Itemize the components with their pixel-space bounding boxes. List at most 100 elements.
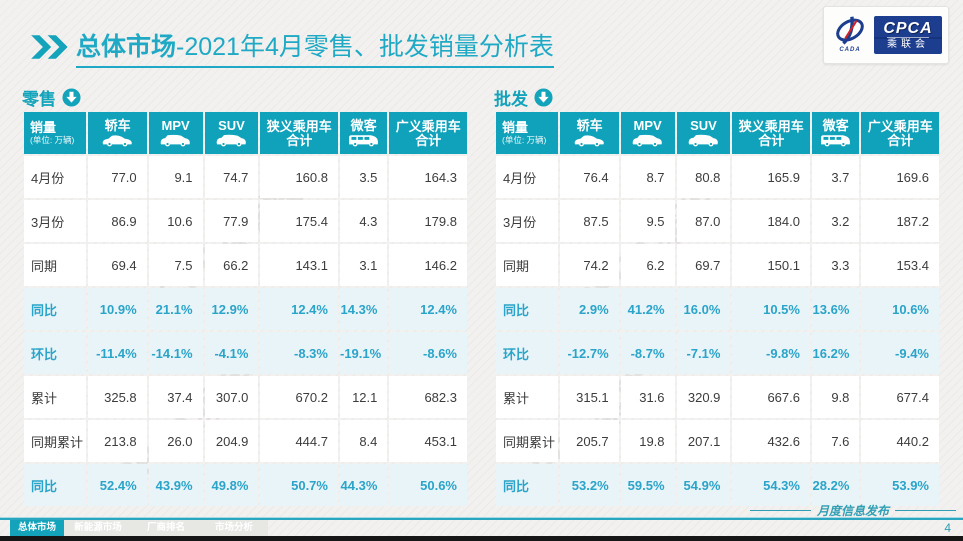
cell: 69.4 [88, 244, 147, 286]
cell: 165.9 [732, 156, 810, 198]
cell: 9.8 [811, 376, 860, 418]
cell: -8.3% [260, 332, 338, 374]
tab-厂商排名[interactable]: 厂商排名 [132, 520, 200, 536]
tab-新能源市场[interactable]: 新能源市场 [64, 520, 132, 536]
cell: 10.5% [732, 288, 810, 330]
minibus-icon [814, 134, 857, 148]
table-row: 累计 325.8 37.4 307.0 670.2 12.1 682.3 [24, 376, 467, 418]
footer-caption: 月度信息发布 [750, 502, 957, 519]
row-label: 环比 [24, 332, 87, 374]
column-header-sedan: 轿车 [560, 112, 619, 154]
cell: 175.4 [260, 200, 338, 242]
table-row: 同比 2.9% 41.2% 16.0% 10.5% 13.6% 10.6% [496, 288, 939, 330]
cell: -7.1% [676, 332, 731, 374]
row-label: 累计 [496, 376, 559, 418]
cell: 50.7% [260, 464, 338, 506]
retail-table: 销量 (单位: 万辆) 轿车 MPV SUV 狭义乘用车 合计 微客 广义乘用车 合计 4月份 77.… [22, 110, 469, 508]
cell: -11.4% [88, 332, 147, 374]
cell: 8.4 [339, 420, 388, 462]
row-label: 同期累计 [496, 420, 559, 462]
down-arrow-badge-icon [534, 88, 553, 107]
table-row: 4月份 77.0 9.1 74.7 160.8 3.5 164.3 [24, 156, 467, 198]
cell: 13.6% [811, 288, 860, 330]
row-label: 4月份 [496, 156, 559, 198]
down-arrow-badge-icon [62, 88, 81, 107]
table-row: 环比 -12.7% -8.7% -7.1% -9.8% 16.2% -9.4% [496, 332, 939, 374]
cell: 86.9 [88, 200, 147, 242]
cell: 667.6 [732, 376, 810, 418]
cell: 204.9 [204, 420, 259, 462]
cell: 50.6% [389, 464, 467, 506]
caption-text: 月度信息发布 [817, 504, 890, 518]
cell: 307.0 [204, 376, 259, 418]
cell: 87.5 [560, 200, 619, 242]
cell: 184.0 [732, 200, 810, 242]
column-header-c6: 广义乘用车 合计 [861, 112, 939, 154]
cell: 432.6 [732, 420, 810, 462]
cell: 14.3% [339, 288, 388, 330]
cell: 53.9% [861, 464, 939, 506]
cell: -8.6% [389, 332, 467, 374]
cell: 3.3 [811, 244, 860, 286]
tab-市场分析[interactable]: 市场分析 [200, 520, 268, 536]
header-row: 销量 (单位: 万辆) 轿车 MPV SUV 狭义乘用车 合计 微客 广义乘用车 合计 [24, 112, 467, 154]
cell: 10.9% [88, 288, 147, 330]
cell: 682.3 [389, 376, 467, 418]
cell: 76.4 [560, 156, 619, 198]
cell: -14.1% [148, 332, 203, 374]
cell: 37.4 [148, 376, 203, 418]
caption-line [750, 510, 811, 511]
cell: 3.1 [339, 244, 388, 286]
tab-总体市场[interactable]: 总体市场 [10, 520, 64, 536]
cell: 315.1 [560, 376, 619, 418]
table-row: 同比 52.4% 43.9% 49.8% 50.7% 44.3% 50.6% [24, 464, 467, 506]
wholesale-table: 销量 (单位: 万辆) 轿车 MPV SUV 狭义乘用车 合计 微客 广义乘用车 合计 4月份 76.… [494, 110, 941, 508]
cell: -12.7% [560, 332, 619, 374]
row-label: 3月份 [24, 200, 87, 242]
table-row: 同期累计 205.7 19.8 207.1 432.6 7.6 440.2 [496, 420, 939, 462]
cell: 207.1 [676, 420, 731, 462]
cell: 444.7 [260, 420, 338, 462]
cell: 77.0 [88, 156, 147, 198]
cell: 66.2 [204, 244, 259, 286]
cell: 49.8% [204, 464, 259, 506]
cell: 74.2 [560, 244, 619, 286]
cell: 80.8 [676, 156, 731, 198]
cell: 3.2 [811, 200, 860, 242]
cell: 53.2% [560, 464, 619, 506]
row-label: 环比 [496, 332, 559, 374]
cell: 59.5% [620, 464, 675, 506]
cell: -8.7% [620, 332, 675, 374]
title-bar: 总体市场-2021年4月零售、批发销量分析表 [30, 20, 803, 74]
cell: 670.2 [260, 376, 338, 418]
cell: 205.7 [560, 420, 619, 462]
tables-row: 零售 销量 (单位: 万辆) 轿车 MPV SUV 狭义乘用车 合计 微客 广义乘用车 合计 4月份… [22, 86, 941, 508]
logo-cpca-text: CPCA [883, 19, 933, 37]
cell: -19.1% [339, 332, 388, 374]
cell: 12.9% [204, 288, 259, 330]
cell: 31.6 [620, 376, 675, 418]
sedan-icon [90, 134, 144, 148]
page-number: 4 [944, 521, 951, 535]
column-header-c0: 销量 (单位: 万辆) [496, 112, 559, 154]
mpv-icon [151, 134, 201, 148]
column-header-mpv: MPV [620, 112, 675, 154]
cell: 160.8 [260, 156, 338, 198]
page-title-rest: -2021年4月零售、批发销量分析表 [176, 32, 554, 61]
cell: 41.2% [620, 288, 675, 330]
cell: 325.8 [88, 376, 147, 418]
logo-cn-text: 乘联会 [887, 36, 929, 50]
wholesale-table-section: 批发 销量 (单位: 万辆) 轿车 MPV SUV 狭义乘用车 合计 微客 广义乘用车 合计 4月份… [494, 86, 941, 508]
cell: 6.2 [620, 244, 675, 286]
table-row: 同期 74.2 6.2 69.7 150.1 3.3 153.4 [496, 244, 939, 286]
minibus-icon [342, 134, 385, 148]
row-label: 同期 [24, 244, 87, 286]
cell: 677.4 [861, 376, 939, 418]
cell: -4.1% [204, 332, 259, 374]
cell: 7.6 [811, 420, 860, 462]
cell: 19.8 [620, 420, 675, 462]
cell: 16.0% [676, 288, 731, 330]
table-row: 同期累计 213.8 26.0 204.9 444.7 8.4 453.1 [24, 420, 467, 462]
caption-line [895, 510, 957, 511]
